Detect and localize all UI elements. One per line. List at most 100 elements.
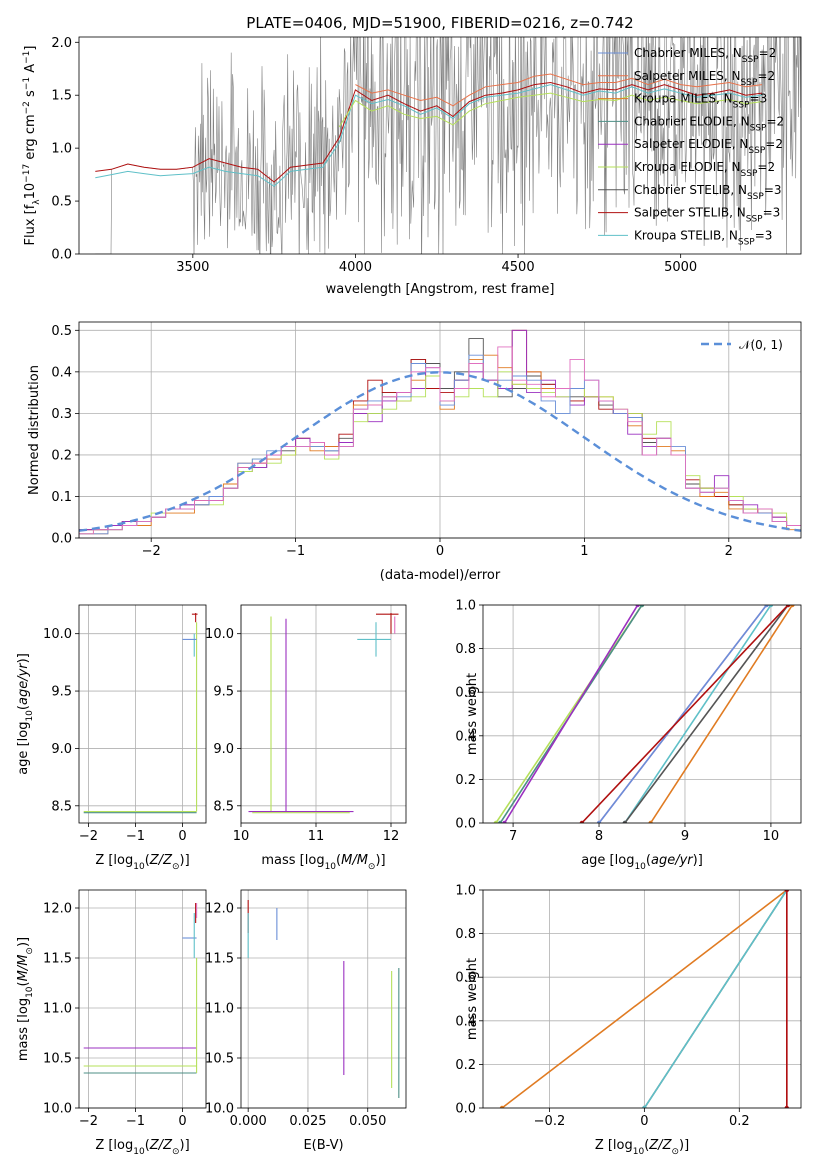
- y-tick-label: 10.0: [205, 1102, 234, 1117]
- y-tick-label: 0.8: [455, 642, 476, 657]
- spectrum-axes: 3500 4000 4500 5000 0.0 0.5 1.0 1.5 2.0: [51, 36, 697, 275]
- cumulative-marker: [622, 820, 628, 823]
- y-tick-label: 10.5: [205, 1052, 234, 1067]
- x-axis-label: age [log10(age/yr)]: [581, 853, 703, 872]
- y-tick-label: 10.5: [43, 1052, 72, 1067]
- cumulative-chabrier-stelib: [624, 605, 789, 823]
- y-tick-label: 11.5: [43, 952, 72, 967]
- axes-frame: [482, 604, 802, 824]
- x-tick-label: 2: [725, 544, 733, 559]
- y-tick-label: 0.4: [51, 365, 72, 380]
- cumulative-marker: [493, 820, 499, 823]
- x-axis-label: Z [log10(Z/Z⊙)]: [595, 1138, 689, 1157]
- y-tick-label: 1.5: [51, 89, 72, 104]
- histogram-chabrier-miles: [79, 354, 801, 538]
- residuals-axes: −2 −1 0 1 2 0.0 0.1 0.2 0.3 0.4 0.5: [51, 322, 801, 559]
- cumulative-kroupa-miles: [501, 890, 788, 1108]
- legend-entry: Kroupa STELIB, NSSP=3: [634, 228, 772, 247]
- y-tick-label: 10.0: [43, 1102, 72, 1117]
- cumulative-marker: [502, 820, 507, 823]
- x-tick-label: 4500: [502, 260, 535, 275]
- y-tick-label: 0.0: [455, 1102, 476, 1117]
- y-tick-label: 0.0: [51, 532, 72, 547]
- x-axis-label: wavelength [Angstrom, rest frame]: [326, 282, 555, 297]
- y-tick-label: 9.5: [51, 685, 72, 700]
- y-tick-label: 9.0: [213, 742, 234, 757]
- cumulative-marker: [790, 605, 795, 608]
- legend-entry: Kroupa ELODIE, NSSP=2: [634, 160, 775, 179]
- cumulative-marker: [648, 820, 653, 823]
- cumulative-marker: [768, 605, 774, 608]
- x-axis-label: Z [log10(Z/Z⊙)]: [95, 1138, 189, 1157]
- chart-title: PLATE=0406, MJD=51900, FIBERID=0216, z=0…: [246, 14, 633, 32]
- cumulative-marker: [784, 1105, 789, 1108]
- y-tick-label: 0.0: [51, 248, 72, 263]
- spectrum-plot-area: [95, 37, 801, 254]
- cumulative-marker: [764, 605, 769, 608]
- age_vs_Z-plot-area: [83, 613, 198, 814]
- legend-entry: Salpeter STELIB, NSSP=3: [634, 206, 780, 225]
- legend: Chabrier MILES, NSSP=2 Salpeter MILES, NS…: [598, 46, 784, 247]
- x-tick-label: 10: [763, 829, 780, 844]
- legend-entry: Salpeter ELODIE, NSSP=2: [634, 137, 783, 156]
- x-tick-label: 5000: [664, 260, 697, 275]
- x-tick-label: 9: [681, 829, 689, 844]
- x-tick-label: −2: [142, 544, 161, 559]
- y-tick-label: 11.0: [205, 1002, 234, 1017]
- x-tick-label: −1: [126, 829, 145, 844]
- y-tick-label: 9.0: [51, 742, 72, 757]
- y-tick-label: 0.4: [455, 729, 476, 744]
- x-tick-label: −1: [286, 544, 305, 559]
- cum_age-plot-area: [493, 605, 795, 823]
- y-tick-label: 0.6: [455, 971, 476, 986]
- y-tick-label: 11.0: [43, 1002, 72, 1017]
- mass_vs_Z-plot-area: [83, 903, 198, 1074]
- axes-frame: [240, 604, 407, 824]
- cumulative-marker: [497, 820, 503, 823]
- x-tick-label: 0: [178, 1114, 186, 1129]
- y-tick-label: 0.8: [455, 927, 476, 942]
- y-axis-label: mass weight: [465, 673, 480, 755]
- x-tick-label: 8: [595, 829, 603, 844]
- x-axis-label: mass [log10(M/M⊙)]: [261, 853, 385, 872]
- y-axis-label: Normed distribution: [27, 365, 42, 495]
- axes-frame: [78, 604, 207, 824]
- y-tick-label: 12.0: [43, 902, 72, 917]
- x-tick-label: 0: [178, 829, 186, 844]
- x-axis-label: E(B-V): [303, 1138, 343, 1153]
- x-tick-label: 0.050: [349, 1114, 386, 1129]
- y-tick-label: 8.5: [51, 799, 72, 814]
- y-tick-label: 2.0: [51, 36, 72, 51]
- cumulative-marker: [635, 605, 640, 608]
- legend-entry: Chabrier ELODIE, NSSP=2: [634, 114, 784, 133]
- y-tick-label: 1.0: [455, 884, 476, 899]
- cumulative-salpeter-stelib: [581, 605, 789, 823]
- cumulative-marker: [785, 605, 791, 608]
- x-axis-label: Z [log10(Z/Z⊙)]: [95, 853, 189, 872]
- y-tick-label: 0.5: [51, 324, 72, 339]
- y-tick-label: 1.0: [51, 142, 72, 157]
- x-tick-label: 0.2: [729, 1114, 750, 1129]
- cumulative-chabrier-miles: [598, 605, 768, 823]
- legend-entry: Kroupa MILES, NSSP=3: [634, 92, 767, 111]
- model-kroupa-stelib: [95, 84, 763, 187]
- mass_vs_ebv-axes: 0.000 0.025 0.050 10.0 10.5 11.0 11.5 12.0: [205, 890, 406, 1129]
- y-tick-label: 8.5: [213, 799, 234, 814]
- axes-frame: [78, 36, 802, 255]
- y-tick-label: 12.0: [205, 902, 234, 917]
- observed-spectrum: [95, 37, 801, 254]
- axes-frame: [240, 889, 407, 1109]
- y-axis-label: age [log10(age/yr)]: [16, 653, 35, 775]
- cum_Z-axes: −0.2 0 0.2 0.0 0.2 0.4 0.6 0.8 1.0: [455, 884, 801, 1129]
- cumulative-marker: [639, 605, 645, 608]
- x-tick-label: 4000: [339, 260, 372, 275]
- y-tick-label: 11.5: [205, 952, 234, 967]
- model-salpeter-stelib: [95, 81, 763, 183]
- x-tick-label: 0.025: [289, 1114, 326, 1129]
- legend-entry: Salpeter MILES, NSSP=2: [634, 69, 775, 88]
- x-tick-label: 0.000: [230, 1114, 267, 1129]
- model-kroupa-elodie: [338, 92, 763, 128]
- y-tick-label: 0.6: [455, 686, 476, 701]
- y-tick-label: 0.1: [51, 490, 72, 505]
